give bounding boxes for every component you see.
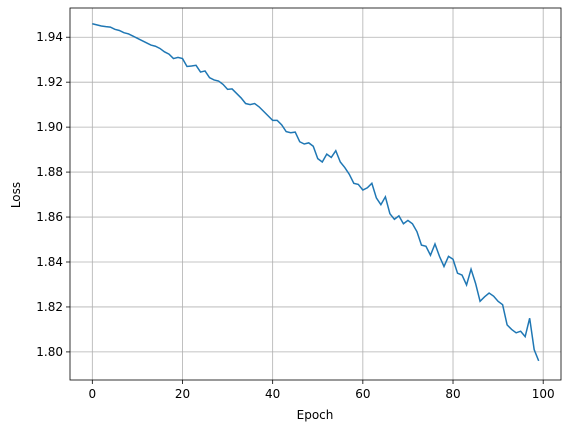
y-axis-label: Loss	[9, 182, 23, 208]
x-tick-label: 0	[88, 387, 96, 401]
y-tick-label: 1.82	[36, 300, 63, 314]
x-tick-label: 20	[175, 387, 190, 401]
y-tick-label: 1.88	[36, 165, 63, 179]
y-tick-label: 1.94	[36, 30, 63, 44]
y-tick-label: 1.80	[36, 345, 63, 359]
y-tick-label: 1.92	[36, 75, 63, 89]
y-tick-label: 1.90	[36, 120, 63, 134]
x-axis-label: Epoch	[297, 408, 334, 422]
line	[92, 23, 540, 362]
x-tick-label: 100	[532, 387, 555, 401]
plot-frame	[69, 7, 562, 381]
y-tick-label: 1.86	[36, 210, 63, 224]
x-tick-label: 60	[355, 387, 370, 401]
x-tick-label: 40	[265, 387, 280, 401]
y-tick-label: 1.84	[36, 255, 63, 269]
x-tick-label: 80	[445, 387, 460, 401]
